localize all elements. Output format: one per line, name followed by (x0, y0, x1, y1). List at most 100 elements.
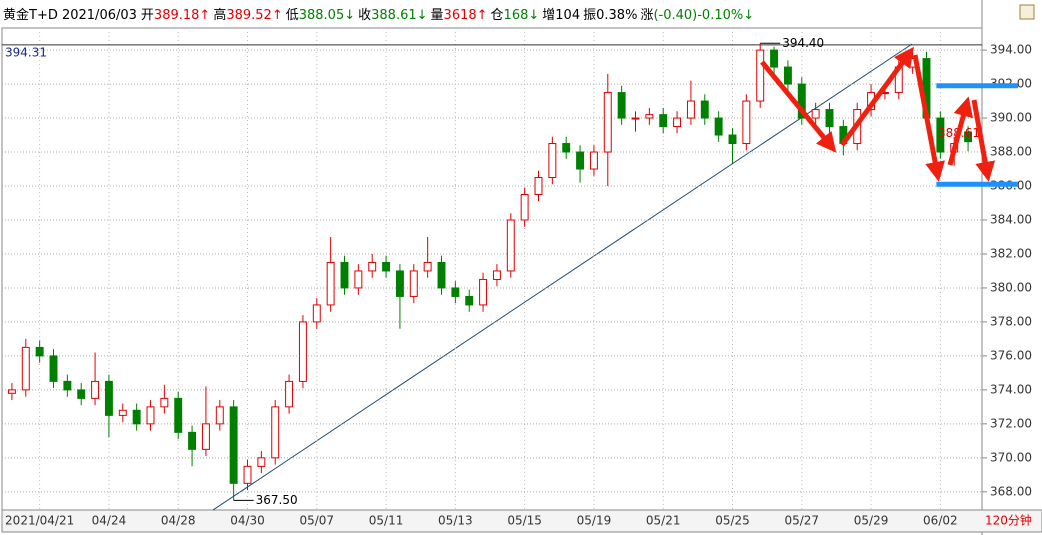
trend-line (212, 43, 913, 511)
arrow (947, 96, 974, 166)
x-tick-label: 04/30 (230, 514, 265, 528)
x-tick-label: 05/07 (299, 514, 334, 528)
candle-body (229, 406, 238, 484)
candle-body (492, 270, 501, 280)
settings-icon[interactable] (1019, 4, 1035, 20)
candle-body (645, 114, 654, 119)
candle-body (686, 100, 695, 119)
arrow (839, 46, 914, 147)
candle-body (395, 270, 404, 297)
header-value: 0.38% (596, 8, 638, 23)
candle-body (659, 114, 668, 128)
x-tick-label: 04/24 (92, 514, 127, 528)
header-value: 389.52↑ (226, 8, 283, 23)
candle-body (49, 355, 58, 382)
y-tick-label: 374.00 (990, 382, 1032, 396)
candle-body (409, 270, 418, 297)
candle-body (756, 49, 765, 102)
x-tick-label: 05/25 (715, 514, 750, 528)
header-label: 低 (285, 8, 299, 23)
candle-body (783, 66, 792, 85)
y-tick-label: 378.00 (990, 314, 1032, 328)
x-tick-label: 05/15 (507, 514, 542, 528)
candle-body (465, 295, 474, 306)
candle-body (63, 380, 72, 391)
candle-body (673, 117, 682, 128)
candle-body (964, 131, 973, 143)
x-axis-strip (1, 509, 1042, 533)
header-value: 388.05↓ (298, 8, 356, 23)
candle-body (21, 346, 30, 391)
arrows (760, 46, 996, 182)
candle-body (770, 49, 779, 68)
candle-body (118, 409, 127, 416)
header-label: 开 (140, 8, 154, 23)
header-value: 389.18↑ (153, 8, 211, 23)
x-tick-label: 05/13 (438, 514, 473, 528)
header-label: 振 (583, 8, 597, 23)
y-tick-label: 382.00 (990, 246, 1032, 260)
candle-body (257, 457, 266, 467)
plot-frame (1, 27, 983, 511)
candle-body (7, 389, 16, 394)
candle-body (562, 143, 571, 153)
candle-body (423, 261, 432, 272)
candle-body (617, 92, 626, 119)
candle-body (589, 151, 598, 170)
arrow (912, 54, 945, 182)
header-label: 增 (542, 8, 556, 23)
candle-body (326, 261, 335, 306)
candle-body (354, 270, 363, 289)
candle-body (603, 92, 612, 153)
header-label: 黄金T+D 2021/06/03 (3, 8, 137, 23)
y-tick-label: 384.00 (990, 212, 1032, 226)
y-tick-label: 372.00 (990, 416, 1032, 430)
candle-body (534, 177, 543, 195)
candle-body (312, 304, 321, 323)
candle-body (160, 397, 169, 408)
y-tick-label: 370.00 (990, 450, 1032, 464)
candle-body (437, 261, 446, 289)
x-tick-label: 05/11 (369, 514, 404, 528)
arrow (760, 60, 837, 153)
header-label: 量 (430, 8, 444, 23)
candle-body (91, 380, 100, 399)
candle-body (520, 193, 529, 221)
candle-body (340, 261, 349, 289)
candle-body (714, 117, 723, 136)
candle-body (451, 287, 460, 297)
candle-body (825, 109, 834, 128)
candle-body (215, 406, 224, 425)
y-tick-label: 376.00 (990, 348, 1032, 362)
x-tick-label: 05/27 (784, 514, 819, 528)
candle-body (742, 100, 751, 145)
candle-body (506, 219, 515, 272)
reference-label: 394.31 (5, 45, 47, 59)
candle-body (35, 346, 44, 357)
y-tick-label: 380.00 (990, 280, 1032, 294)
x-tick-label: 06/02 (923, 514, 958, 528)
header-value: 168↓ (503, 8, 540, 23)
header-value: 104 (555, 8, 581, 23)
candle-body (104, 380, 113, 416)
candle-body (576, 151, 585, 170)
x-tick-label: 05/29 (854, 514, 889, 528)
candle-body (188, 431, 197, 450)
y-tick-label: 394.00 (990, 43, 1032, 57)
candle-body (797, 83, 806, 119)
candle-body (298, 321, 307, 382)
candle-body (132, 409, 141, 425)
x-tick-label: 04/28 (161, 514, 196, 528)
y-tick-label: 390.00 (990, 111, 1032, 125)
candle-body (548, 143, 557, 179)
header-label: 收 (358, 8, 372, 23)
header-value: 388.61↓ (371, 8, 428, 23)
candle-body (368, 261, 377, 272)
candle-body (382, 261, 391, 272)
period-label: 120分钟 (985, 513, 1032, 528)
header-value: (-0.40)-0.10%↓ (653, 8, 755, 23)
header: 黄金T+D 2021/06/03 开389.18↑ 高389.52↑ 低388.05↓… (3, 4, 757, 23)
header-label: 高 (213, 8, 227, 23)
extreme-label: 394.40 (782, 36, 824, 50)
